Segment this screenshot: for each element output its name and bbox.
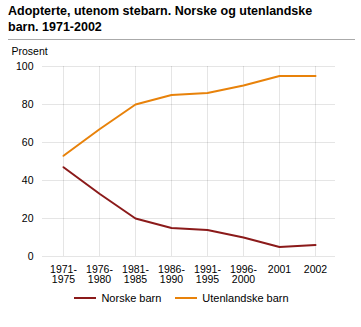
svg-text:0: 0	[28, 250, 34, 262]
svg-text:40: 40	[22, 174, 34, 186]
svg-text:80: 80	[22, 98, 34, 110]
html-text:Utenlandske barn: Utenlandske barn	[202, 292, 289, 305]
svg-text:Prosent: Prosent	[12, 45, 48, 57]
svg-text:1996-2000: 1996-2000	[230, 263, 257, 286]
html-text:Norske barn: Norske barn	[101, 292, 162, 305]
svg-text:1991-1995: 1991-1995	[194, 263, 221, 286]
svg-text:2001: 2001	[268, 263, 292, 275]
svg-text:1986-1990: 1986-1990	[158, 263, 185, 286]
svg-text:100: 100	[16, 60, 34, 72]
svg-text:2002: 2002	[304, 263, 328, 275]
svg-text:20: 20	[22, 212, 34, 224]
svg-text:1976-1980: 1976-1980	[86, 263, 113, 286]
svg-text:60: 60	[22, 136, 34, 148]
html-text:Adopterte, utenom stebarn. Nor: Adopterte, utenom stebarn. Norske og ute…	[8, 4, 313, 34]
svg-text:1981-1985: 1981-1985	[122, 263, 149, 286]
svg-text:1971-1975: 1971-1975	[50, 263, 77, 286]
